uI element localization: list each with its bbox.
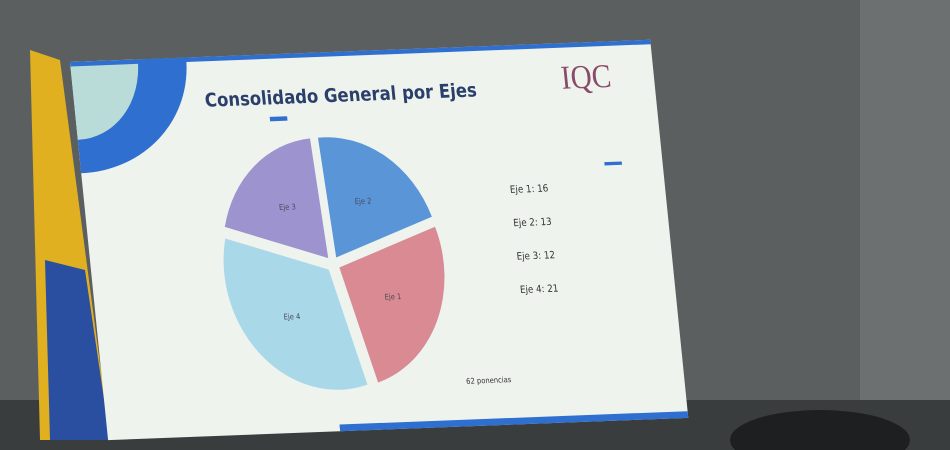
legend-entry: Eje 2: 13 (513, 216, 552, 229)
slice-label: Eje 3 (279, 202, 297, 212)
page: Consolidado General por Ejes IQC Eje 1Ej… (0, 0, 950, 450)
legend-entry: Eje 3: 12 (516, 250, 555, 263)
logo: IQC (559, 57, 613, 96)
wall-panel (860, 0, 950, 420)
slice-label: Eje 4 (283, 311, 301, 321)
legend-entry: Eje 1: 16 (509, 183, 548, 196)
photo: Consolidado General por Ejes IQC Eje 1Ej… (0, 0, 950, 450)
legend-entry: Eje 4: 21 (520, 283, 559, 296)
slide: Consolidado General por Ejes IQC Eje 1Ej… (70, 40, 688, 440)
slice-label: Eje 1 (384, 292, 402, 302)
total-note: 62 ponencias (466, 375, 512, 386)
title-underline (270, 116, 288, 121)
slice-label: Eje 2 (354, 196, 372, 206)
accent-bar (604, 161, 622, 165)
